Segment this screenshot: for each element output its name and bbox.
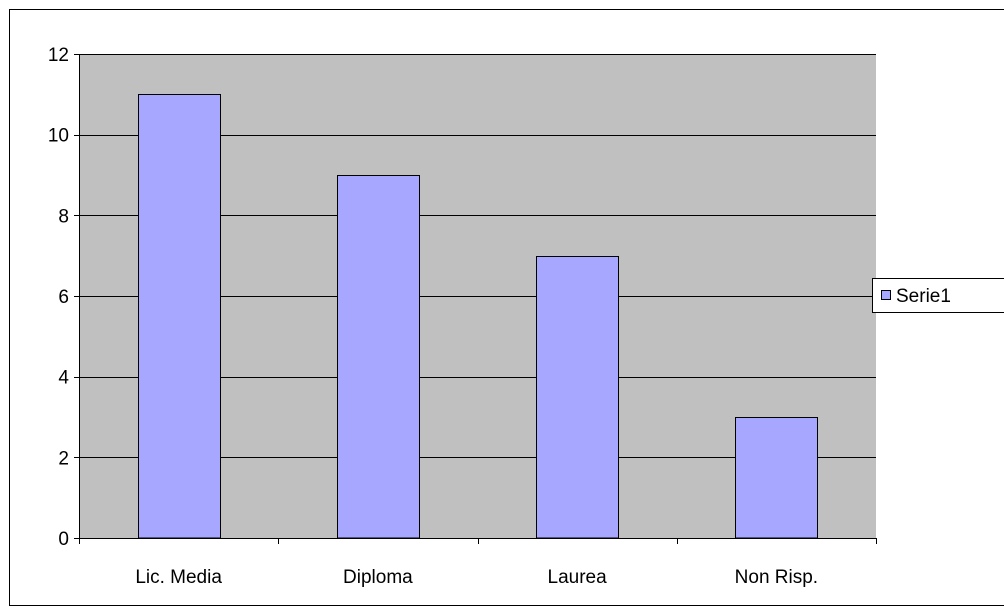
y-tick-label: 4 — [58, 368, 69, 389]
x-tick-label: Diploma — [343, 567, 413, 588]
x-tick-label: Lic. Media — [135, 567, 222, 588]
x-tick-label: Non Risp. — [735, 567, 818, 588]
bar-2 — [537, 257, 619, 539]
y-tick-label: 0 — [58, 529, 69, 550]
x-tick-label: Laurea — [548, 567, 608, 588]
bar-3 — [736, 418, 818, 539]
y-tick-label: 6 — [58, 287, 69, 308]
y-tick-label: 10 — [48, 126, 69, 147]
y-tick-label: 12 — [48, 45, 69, 66]
y-tick-label: 8 — [58, 206, 69, 227]
legend: Serie1 — [873, 279, 1004, 313]
legend-swatch — [882, 291, 891, 300]
y-tick-label: 2 — [58, 448, 69, 469]
bar-1 — [338, 176, 420, 539]
bar-0 — [139, 95, 221, 539]
legend-label: Serie1 — [896, 286, 951, 307]
